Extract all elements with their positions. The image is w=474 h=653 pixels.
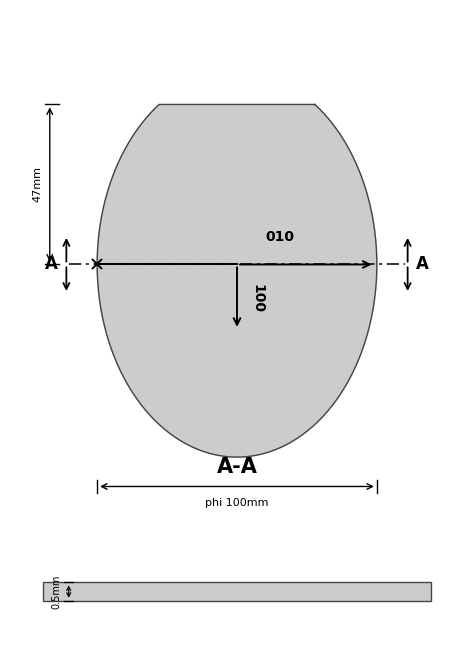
Text: phi 100mm: phi 100mm <box>205 498 269 508</box>
Text: 0.5mm: 0.5mm <box>51 575 61 609</box>
Text: A: A <box>416 255 429 274</box>
Text: 100: 100 <box>250 284 264 313</box>
Text: A-A: A-A <box>217 457 257 477</box>
Bar <box>43 582 431 601</box>
Text: A: A <box>45 255 58 274</box>
Polygon shape <box>97 104 377 457</box>
Text: 47mm: 47mm <box>33 167 43 202</box>
Text: 010: 010 <box>265 230 294 244</box>
